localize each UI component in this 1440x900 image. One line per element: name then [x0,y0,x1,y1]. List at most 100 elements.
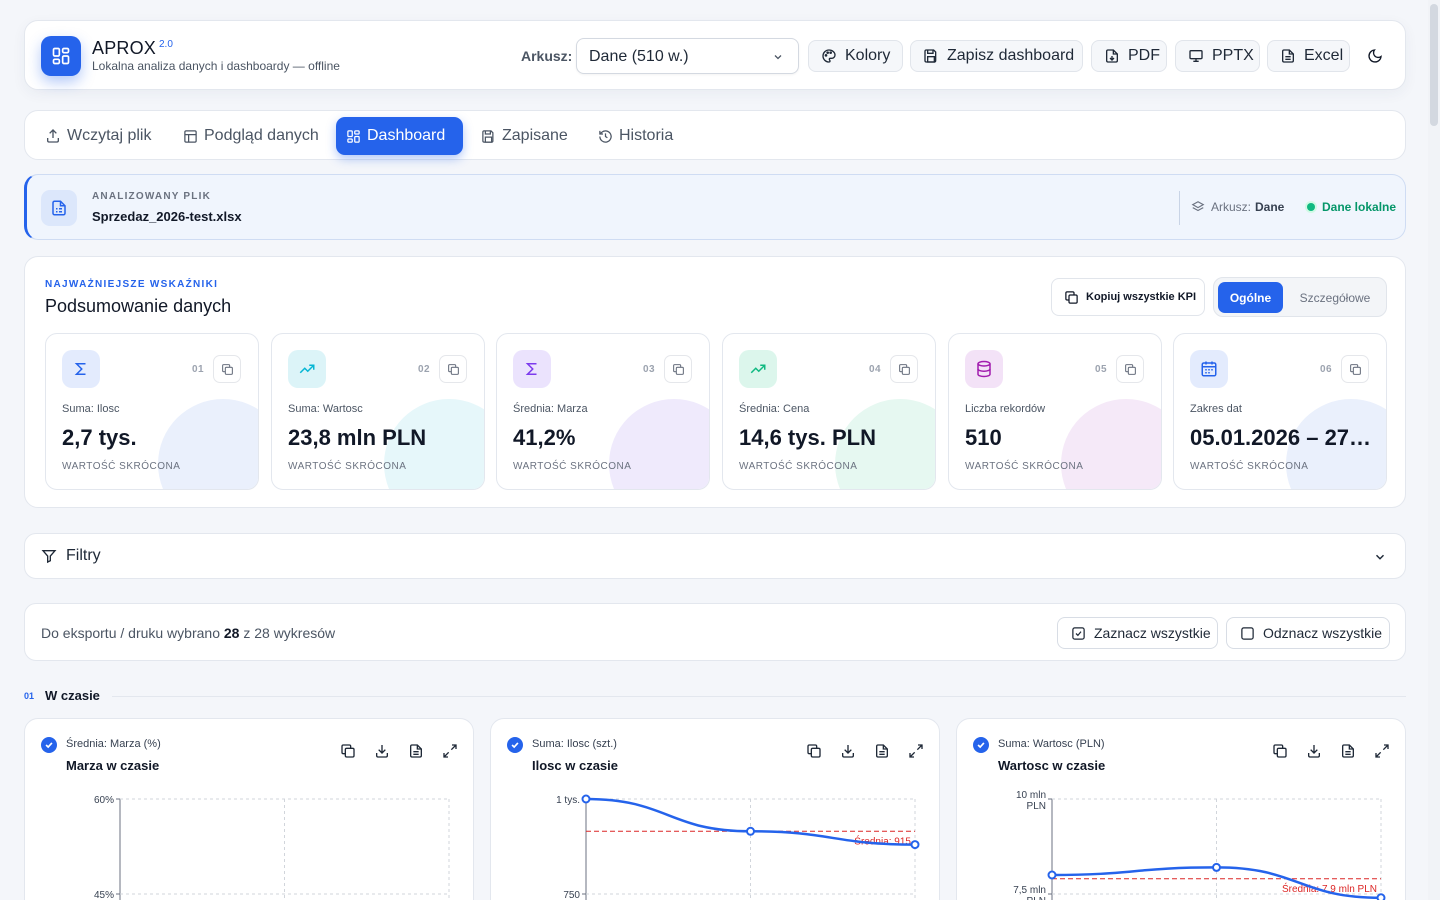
copy-all-kpi-label: Kopiuj wszystkie KPI [1086,291,1197,303]
line-chart: 60%45%Średnia: 41,2% [94,795,450,900]
chart-download-button[interactable] [831,743,865,759]
kpi-card: 06 Zakres dat 05.01.2026 – 27.… WARTOŚĆ … [1173,333,1387,490]
expand-icon [909,744,923,758]
select-all-button[interactable]: Zaznacz wszystkie [1057,617,1218,649]
section-divider [112,696,1406,697]
data-point[interactable] [1212,862,1221,872]
chart-select-checkbox[interactable] [41,737,57,753]
copy-kpi-button[interactable] [664,355,692,383]
data-point[interactable] [910,840,920,850]
filters-panel[interactable]: Filtry [24,533,1406,579]
copy-kpi-button[interactable] [890,355,918,383]
copy-kpi-button[interactable] [439,355,467,383]
tab-dashboard[interactable]: Dashboard [336,117,463,155]
file-download-icon [1106,49,1118,63]
kpi-view-general[interactable]: Ogólne [1218,282,1283,313]
file-icon [876,744,888,758]
kpi-number: 01 [192,364,205,375]
y-tick-label: 1 tys. [556,795,580,806]
copy-kpi-button[interactable] [213,355,241,383]
check-icon [511,742,519,749]
kpi-section: NAJWAŻNIEJSZE WSKAŹNIKI Podsumowanie dan… [24,256,1406,508]
page-scrollbar[interactable] [1428,0,1440,900]
kpi-value: 23,8 mln PLN [288,425,427,450]
kpi-view-detailed[interactable]: Szczegółowe [1299,290,1371,305]
deselect-all-button[interactable]: Odznacz wszystkie [1226,617,1390,649]
filters-header[interactable]: Filtry [41,547,101,565]
layers-icon [1191,201,1205,212]
kpi-card: 03 Średnia: Marza 41,2% WARTOŚĆ SKRÓCONA [496,333,710,490]
palette-icon [822,49,836,63]
chart-expand-button[interactable] [899,743,933,759]
copy-kpi-button[interactable] [1116,355,1144,383]
copy-icon [341,744,355,758]
chart-title: Marza w czasie [66,758,160,773]
data-point[interactable] [1047,870,1057,880]
chart-copy-button[interactable] [797,743,831,759]
y-tick-label: 60% [94,795,114,806]
chart-copy-button[interactable] [331,743,365,759]
chart-card: Suma: Wartosc (PLN) Wartosc w czasie 10 … [956,718,1406,900]
data-point[interactable] [581,794,591,804]
file-sheet-label: Arkusz: [1211,200,1252,214]
kpi-title: Podsumowanie danych [45,296,232,316]
select-all-label: Zaznacz wszystkie [1094,625,1211,641]
tab-history[interactable]: Historia [588,117,683,155]
kpi-kicker: NAJWAŻNIEJSZE WSKAŹNIKI [45,279,219,290]
data-point[interactable] [1376,893,1386,900]
file-name: Sprzedaz_2026-test.xlsx [92,209,242,224]
data-point[interactable] [746,826,755,836]
chart-actions [797,743,933,759]
chart-select-checkbox[interactable] [507,737,523,753]
sheet-select[interactable]: Dane (510 w.) [576,38,799,74]
database-icon [965,350,1003,388]
chart-file-button[interactable] [1331,743,1365,759]
tab-data-preview-label: Podgląd danych [204,127,319,144]
excel-export-button[interactable]: Excel [1267,40,1350,72]
tab-upload[interactable]: Wczytaj plik [35,117,161,155]
chart-file-button[interactable] [399,743,433,759]
kpi-label: Suma: Wartosc [288,403,363,415]
dashboard-icon [347,129,360,143]
sigma-icon [62,350,100,388]
file-sheet-info: Arkusz: Dane [1191,200,1284,214]
copy-icon [221,363,233,375]
chart-copy-button[interactable] [1263,743,1297,759]
pdf-export-button[interactable]: PDF [1091,40,1167,72]
export-selection-text: Do eksportu / druku wybrano 28 z 28 wykr… [41,625,335,641]
chart-expand-button[interactable] [1365,743,1399,759]
kpi-value: 14,6 tys. PLN [739,425,876,450]
history-icon [599,129,612,143]
save-dashboard-button[interactable]: Zapisz dashboard [910,40,1083,72]
chart-title: Ilosc w czasie [532,758,618,773]
tab-saved[interactable]: Zapisane [471,117,578,155]
kpi-label: Suma: Ilosc [62,403,120,415]
kpi-view-toggle: Ogólne Szczegółowe [1213,277,1387,317]
divider [1179,191,1180,225]
file-sheet-value: Dane [1255,200,1285,214]
export-total: 28 wykresów [254,625,336,641]
chart-subtitle: Suma: Wartosc (PLN) [998,738,1105,750]
tab-data-preview[interactable]: Podgląd danych [173,117,329,155]
chart-expand-button[interactable] [433,743,467,759]
save-dashboard-label: Zapisz dashboard [947,47,1075,64]
tab-saved-label: Zapisane [502,127,568,144]
colors-button[interactable]: Kolory [808,40,903,72]
kpi-value: 2,7 tys. [62,425,137,450]
copy-kpi-button[interactable] [1341,355,1369,383]
pptx-export-button[interactable]: PPTX [1175,40,1260,72]
y-tick-label-line: 10 mln [1016,790,1046,801]
chart-file-button[interactable] [865,743,899,759]
checkbox-checked-icon [1072,626,1085,640]
chart-download-button[interactable] [1297,743,1331,759]
chevron-down-icon[interactable] [1373,550,1387,564]
download-icon [1308,745,1320,758]
chart-download-button[interactable] [365,743,399,759]
copy-all-kpi-button[interactable]: Kopiuj wszystkie KPI [1051,278,1205,316]
theme-toggle-button[interactable] [1364,45,1386,67]
chart-select-checkbox[interactable] [973,737,989,753]
y-tick-label-line: 60% [94,795,114,806]
chart-card: Średnia: Marza (%) Marza w czasie 60% 45%… [24,718,474,900]
brand-name: APROX [92,38,157,58]
scrollbar-thumb[interactable] [1430,4,1438,126]
